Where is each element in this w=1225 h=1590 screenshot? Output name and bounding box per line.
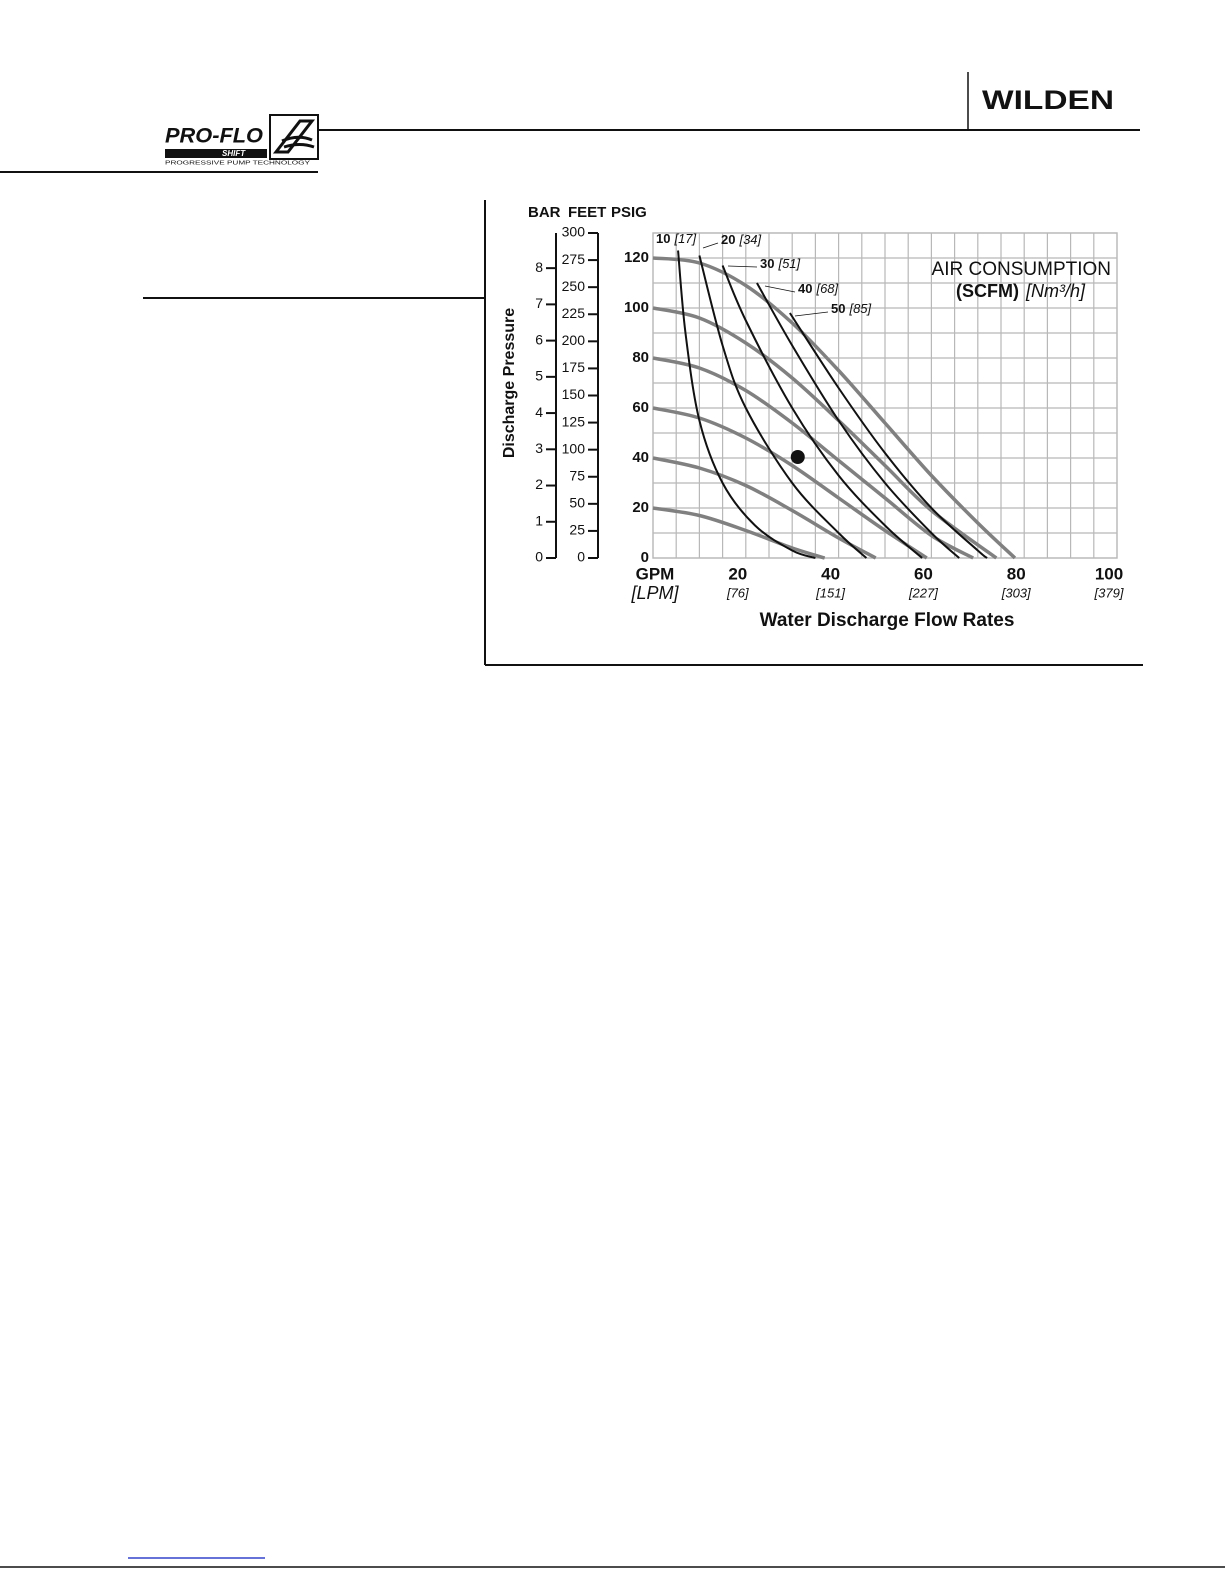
air-curve [698, 255, 868, 559]
series-metric: [85] [848, 301, 871, 316]
tick-label: 25 [569, 522, 585, 538]
series-label: 20 [34] [721, 232, 762, 247]
y-tick-label: 0 [641, 549, 649, 566]
x-tick-label: 40 [821, 564, 840, 583]
annotation: AIR CONSUMPTION [932, 259, 1111, 280]
y-tick-label: 120 [624, 249, 649, 266]
series-label: 30 [51] [760, 256, 801, 271]
x-tick-metric: [227] [908, 585, 938, 600]
tick-label: 175 [562, 359, 586, 375]
leader [702, 242, 719, 249]
series-name: 30 [760, 256, 774, 271]
x-tick-label: 20 [728, 564, 747, 583]
y-tick-label: 20 [632, 499, 649, 516]
y-tick-label: 80 [632, 349, 649, 366]
pressure-curve [652, 306, 998, 560]
y-tick-label: 60 [632, 399, 649, 416]
y-unit: PSIG [611, 204, 647, 221]
leader [764, 285, 796, 293]
x-tick-metric: [LPM] [630, 583, 679, 603]
tick-label: 3 [535, 440, 543, 456]
air-curve [756, 282, 960, 559]
air-curve [721, 265, 923, 559]
tick-label: 225 [562, 305, 586, 321]
logo-sub: SHIFT [222, 149, 246, 158]
tick-label: 75 [569, 467, 585, 483]
series-metric: [34] [738, 232, 761, 247]
logo-text: PRO-FLO [165, 125, 263, 148]
air-curve [677, 250, 816, 559]
series-name: 10 [656, 231, 670, 246]
tick-label: 200 [562, 332, 586, 348]
x-tick-label: 100 [1095, 564, 1123, 583]
series-name: 40 [798, 281, 812, 296]
annotation: [Nm³/h] [1025, 281, 1086, 301]
series-metric: [51] [777, 256, 800, 271]
tick-label: 275 [562, 251, 586, 267]
tick-label: 50 [569, 495, 585, 511]
axis-title: FEET [568, 204, 606, 221]
tick-label: 4 [535, 404, 543, 420]
logo-bar [165, 149, 267, 158]
series-label: 40 [68] [798, 281, 839, 296]
tick-label: 1 [535, 512, 543, 528]
tick-label: 125 [562, 413, 586, 429]
operating-point [790, 450, 805, 464]
leader [727, 265, 758, 268]
logo-mark [269, 114, 319, 160]
logo-right: WILDEN [982, 85, 1114, 115]
air-curve [789, 312, 988, 559]
x-tick-metric: [151] [815, 585, 845, 600]
y-tick-label: 40 [632, 449, 649, 466]
x-tick-metric: [303] [1001, 585, 1031, 600]
tick-label: 300 [562, 224, 586, 240]
logo-mark [272, 119, 316, 154]
tick-label: 100 [562, 440, 586, 456]
annotation: (SCFM) [956, 281, 1019, 301]
series-metric: [68] [815, 281, 838, 296]
x-tick-label: 80 [1007, 564, 1026, 583]
series-name: 20 [721, 232, 735, 247]
y-tick-label: 100 [624, 299, 649, 316]
x-tick-label: GPM [636, 564, 675, 583]
tick-label: 7 [535, 295, 543, 311]
tick-label: 250 [562, 278, 586, 294]
axis-title: BAR [528, 204, 561, 221]
tick-label: 5 [535, 368, 543, 384]
pressure-curve [652, 506, 826, 560]
x-axis-title: Water Discharge Flow Rates [760, 610, 1015, 631]
tick-label: 0 [535, 549, 543, 565]
tick-label: 8 [535, 259, 543, 275]
x-tick-metric: [379] [1094, 585, 1124, 600]
pressure-curve [652, 356, 974, 560]
tick-label: 0 [577, 549, 585, 565]
y-axis-title: Discharge Pressure [501, 308, 518, 458]
logo-tagline: PROGRESSIVE PUMP TECHNOLOGY [165, 160, 311, 166]
tick-label: 150 [562, 386, 586, 402]
pressure-curve [652, 456, 877, 560]
tick-label: 6 [535, 331, 543, 347]
x-tick-metric: [76] [726, 585, 749, 600]
series-metric: [17] [673, 231, 696, 246]
series-name: 50 [831, 301, 845, 316]
pressure-curve [652, 256, 1017, 560]
series-label: 10 [17] [656, 231, 697, 246]
x-tick-label: 60 [914, 564, 933, 583]
tick-label: 2 [535, 476, 543, 492]
series-label: 50 [85] [831, 301, 872, 316]
leader [794, 311, 829, 317]
logo-left: PRO-FLO SHIFT PROGRESSIVE PUMP TECHNOLOG… [165, 114, 319, 166]
